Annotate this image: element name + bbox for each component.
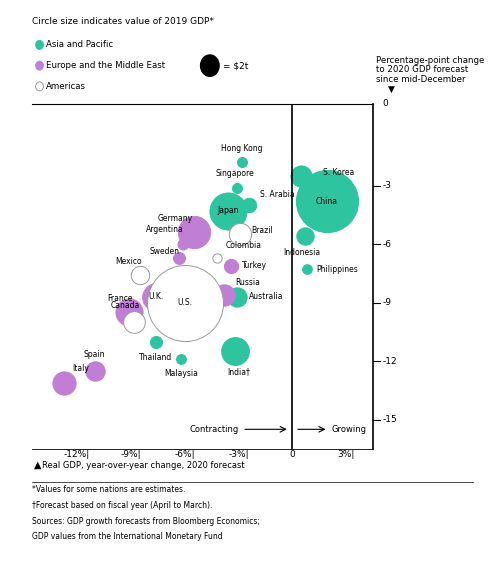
Point: [233, 292, 241, 301]
Point: [238, 158, 246, 167]
Text: Percentage-point change: Percentage-point change: [376, 56, 484, 65]
Text: Philippines: Philippines: [316, 265, 358, 274]
Text: France: France: [107, 293, 133, 302]
Point: [245, 201, 253, 210]
Point: [227, 261, 235, 270]
Point: [181, 298, 188, 307]
Text: Canada: Canada: [111, 301, 140, 310]
Text: Europe and the Middle East: Europe and the Middle East: [46, 61, 165, 70]
Point: [175, 253, 183, 262]
Text: Real GDP, year-over-year change, 2020 forecast: Real GDP, year-over-year change, 2020 fo…: [42, 461, 245, 470]
Point: [152, 292, 160, 301]
Text: Thailand: Thailand: [139, 353, 172, 362]
Text: Argentina: Argentina: [146, 226, 183, 234]
Text: Growing: Growing: [332, 425, 367, 434]
Text: Turkey: Turkey: [242, 261, 267, 270]
Text: GDP values from the International Monetary Fund: GDP values from the International Moneta…: [32, 532, 223, 541]
Point: [303, 265, 311, 274]
Text: S. Korea: S. Korea: [323, 168, 354, 177]
Point: [177, 355, 185, 364]
Text: 0: 0: [382, 99, 388, 108]
Text: Sweden: Sweden: [150, 247, 180, 256]
Point: [233, 183, 241, 192]
Text: -9: -9: [382, 298, 391, 307]
Text: ▲: ▲: [34, 459, 41, 470]
Text: to 2020 GDP forecast: to 2020 GDP forecast: [376, 65, 468, 74]
Text: Contracting: Contracting: [189, 425, 239, 434]
Text: = $2t: = $2t: [223, 61, 248, 70]
Point: [125, 308, 133, 317]
Text: Hong Kong: Hong Kong: [222, 144, 263, 153]
Text: Germany: Germany: [158, 214, 193, 223]
Point: [231, 347, 239, 356]
Text: Colombia: Colombia: [226, 241, 262, 250]
Text: Mexico: Mexico: [116, 256, 142, 265]
Text: Brazil: Brazil: [251, 226, 273, 235]
Text: since mid-December: since mid-December: [376, 75, 465, 84]
Text: Singapore: Singapore: [216, 169, 254, 178]
Point: [298, 172, 305, 181]
Point: [236, 230, 244, 239]
Point: [91, 366, 99, 375]
Text: Sources: GDP growth forecasts from Bloomberg Economics;: Sources: GDP growth forecasts from Bloom…: [32, 517, 260, 526]
Text: ▼: ▼: [388, 85, 395, 94]
Text: -12: -12: [382, 357, 397, 366]
Point: [179, 240, 186, 249]
Text: -3: -3: [382, 181, 391, 190]
Text: China: China: [316, 197, 338, 206]
Text: †Forecast based on fiscal year (April to March).: †Forecast based on fiscal year (April to…: [32, 501, 212, 510]
Text: U.K.: U.K.: [148, 292, 163, 301]
Point: [60, 378, 68, 387]
Text: Italy: Italy: [72, 364, 89, 373]
Text: Russia: Russia: [235, 278, 260, 287]
Text: -15: -15: [382, 415, 397, 424]
Text: Australia: Australia: [249, 292, 284, 301]
Point: [136, 271, 143, 280]
Text: Indonesia: Indonesia: [283, 248, 320, 257]
Text: India†: India†: [227, 367, 250, 376]
Text: Americas: Americas: [46, 82, 86, 91]
Text: U.S.: U.S.: [177, 298, 192, 307]
Point: [220, 291, 228, 300]
Text: Malaysia: Malaysia: [164, 369, 198, 378]
Text: S. Arabia: S. Arabia: [260, 190, 295, 199]
Text: -6: -6: [382, 240, 391, 249]
Point: [301, 232, 309, 241]
Point: [190, 228, 198, 237]
Text: Circle size indicates value of 2019 GDP*: Circle size indicates value of 2019 GDP*: [32, 17, 214, 26]
Text: Asia and Pacific: Asia and Pacific: [46, 40, 114, 49]
Point: [213, 253, 221, 262]
Text: Spain: Spain: [84, 350, 105, 359]
Point: [152, 337, 160, 346]
Text: *Values for some nations are estimates.: *Values for some nations are estimates.: [32, 485, 185, 494]
Point: [224, 206, 232, 215]
Point: [323, 197, 330, 206]
Text: Japan: Japan: [217, 206, 239, 215]
Point: [130, 318, 138, 327]
